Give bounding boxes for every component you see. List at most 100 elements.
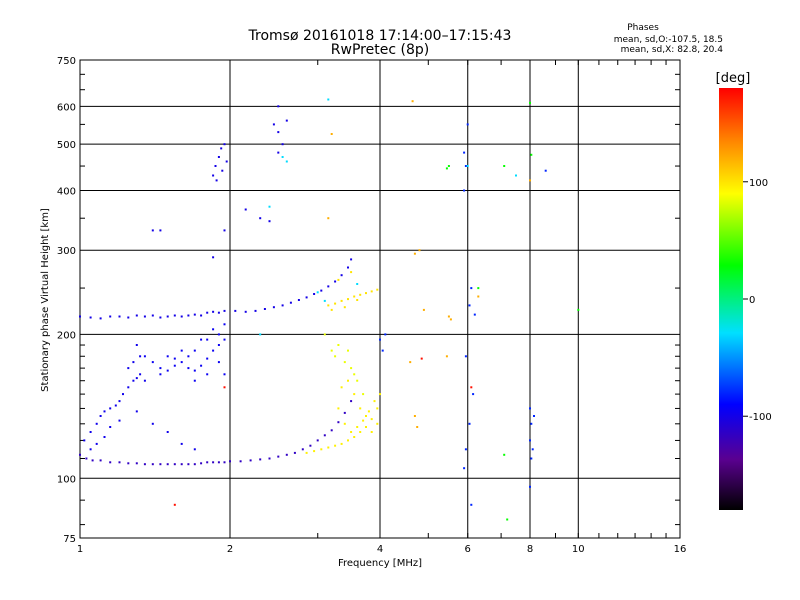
y-tick-label: 750 <box>57 56 76 67</box>
data-points <box>79 98 580 521</box>
data-point <box>370 290 373 293</box>
data-point <box>353 393 356 396</box>
data-point <box>259 217 262 220</box>
data-point <box>217 156 220 158</box>
data-point <box>151 314 154 317</box>
x-tick-label: 4 <box>377 544 383 555</box>
colorbar-gradient <box>719 88 743 510</box>
data-point <box>531 448 534 451</box>
x-axis-label: Frequency [MHz] <box>338 558 422 569</box>
data-point <box>297 299 300 301</box>
chart-title: Tromsø 20161018 17:14:00–17:15:43 <box>248 28 512 44</box>
data-point <box>239 460 242 463</box>
data-point <box>503 165 506 167</box>
data-point <box>470 287 473 290</box>
colorbar: [deg] 100 0 -100 <box>716 71 772 510</box>
series-x_trace <box>305 379 381 454</box>
data-point <box>212 310 215 313</box>
data-point <box>151 463 154 466</box>
data-point <box>259 333 262 336</box>
data-point <box>330 349 333 352</box>
data-point <box>193 349 196 352</box>
data-point <box>193 369 196 372</box>
data-point <box>353 295 356 298</box>
data-point <box>464 448 467 451</box>
data-point <box>223 386 226 389</box>
data-point <box>254 309 257 312</box>
data-point <box>166 315 169 318</box>
data-point <box>143 315 146 318</box>
data-point <box>109 461 112 464</box>
data-point <box>463 151 466 154</box>
data-point <box>285 160 288 163</box>
data-point <box>217 361 220 364</box>
data-point <box>373 400 376 403</box>
data-point <box>259 458 262 461</box>
data-point <box>340 442 343 445</box>
data-point <box>285 453 288 456</box>
series-sparse_red <box>173 357 473 506</box>
data-point <box>356 379 359 382</box>
data-point <box>350 271 353 274</box>
data-point <box>220 147 223 150</box>
data-point <box>413 252 416 255</box>
data-point <box>187 367 190 370</box>
data-point <box>180 361 183 364</box>
data-point <box>470 386 473 389</box>
data-point <box>244 310 247 313</box>
data-point <box>362 419 365 422</box>
data-point <box>109 407 112 410</box>
data-point <box>159 463 162 466</box>
data-point <box>301 448 304 451</box>
colorbar-tick-label: -100 <box>749 412 772 423</box>
data-point <box>530 422 533 425</box>
data-point <box>206 373 209 376</box>
data-point <box>99 317 102 320</box>
data-point <box>447 315 450 318</box>
data-point <box>217 311 220 314</box>
y-tick-label: 200 <box>57 330 76 341</box>
data-point <box>221 169 224 172</box>
data-point <box>367 410 370 413</box>
y-axis: 75 100 200 300 400 500 600 750 <box>57 56 680 545</box>
data-point <box>95 422 98 425</box>
data-point <box>127 367 130 370</box>
data-point <box>99 459 102 462</box>
series-o_cloud_mid <box>143 323 226 382</box>
data-point <box>109 426 112 428</box>
x-tick-label: 10 <box>572 544 585 555</box>
data-point <box>464 165 467 167</box>
series-sparse_orange <box>327 100 531 428</box>
data-point <box>365 426 367 428</box>
data-point <box>99 415 102 417</box>
data-point <box>132 361 135 364</box>
data-point <box>85 457 88 460</box>
y-axis-label: Stationary phase Virtual Height [km] <box>40 208 51 392</box>
data-point <box>473 313 476 316</box>
data-point <box>289 301 292 304</box>
data-point <box>234 309 237 312</box>
data-point <box>323 434 326 437</box>
data-point <box>89 316 92 319</box>
data-point <box>350 367 353 370</box>
x-tick-label: 16 <box>674 544 687 555</box>
data-point <box>244 208 247 211</box>
data-point <box>200 314 203 317</box>
data-point <box>337 278 340 281</box>
data-point <box>135 377 138 380</box>
data-point <box>350 400 353 403</box>
data-point <box>166 355 169 358</box>
y-tick-label: 75 <box>63 534 76 545</box>
series-sparse_cyan <box>259 98 517 336</box>
data-point <box>83 439 86 442</box>
data-point <box>347 298 349 301</box>
data-point <box>350 258 353 261</box>
data-point <box>337 344 340 346</box>
data-point <box>447 165 450 167</box>
data-point <box>91 459 94 462</box>
colorbar-ticks: 100 0 -100 <box>743 178 772 423</box>
data-point <box>173 357 176 360</box>
data-point <box>347 379 349 382</box>
data-point <box>381 349 384 352</box>
data-point <box>343 306 346 309</box>
